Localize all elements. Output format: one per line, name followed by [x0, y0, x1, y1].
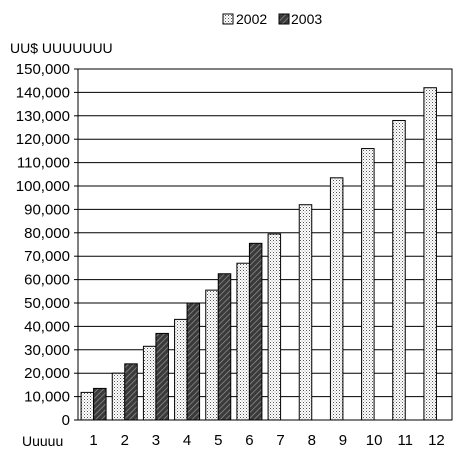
legend-swatch-2003: [278, 13, 290, 25]
x-tick-label: 4: [183, 432, 191, 449]
bar-2002-10: [361, 148, 375, 421]
y-tick-label: 90,000: [24, 201, 70, 218]
bar-2002-4: [174, 318, 188, 421]
bar-2002-6: [236, 262, 250, 421]
bar-2003-6: [248, 242, 263, 421]
bar-2002-8: [298, 204, 313, 421]
legend-label-2002: 2002: [236, 11, 267, 27]
x-tick-label: 2: [121, 432, 129, 449]
bar-2002-2: [111, 372, 126, 421]
y-tick-label: 40,000: [24, 318, 70, 335]
plot-area-frame: [77, 68, 453, 421]
bar-2003-2: [124, 363, 138, 421]
bar-2002-9: [329, 177, 344, 421]
bar-2002-7: [267, 233, 282, 421]
x-tick-label: 11: [397, 432, 413, 449]
y-tick-label: 120,000: [16, 131, 70, 148]
y-tick-label: 20,000: [24, 365, 70, 382]
y-tick-label: 150,000: [16, 61, 70, 78]
y-tick-labels: 0 10,000 20,000 30,000 40,000 50,000 60,000 70,…: [16, 61, 78, 429]
y-tick-label: 140,000: [16, 84, 70, 101]
x-tick-label: 9: [339, 432, 347, 449]
bar-2002-3: [142, 345, 157, 421]
x-tick-label: 3: [152, 432, 160, 449]
y-tick-label: 80,000: [24, 225, 70, 242]
legend-label-2003: 2003: [291, 11, 322, 27]
y-tick-label: 10,000: [24, 389, 70, 406]
x-tick-label: 6: [245, 432, 253, 449]
y-tick-label: 70,000: [24, 248, 70, 265]
y-tick-label: 130,000: [16, 108, 70, 125]
x-tick-label: 10: [366, 432, 383, 449]
bar-2003-1: [93, 387, 107, 421]
bar-2002-11: [392, 119, 406, 421]
x-tick-label: 7: [276, 432, 284, 449]
y-tick-label: 60,000: [24, 272, 70, 289]
x-tick-labels: 1 2 3 4 5 6 7 8 9 10 11 12: [89, 432, 444, 449]
gridlines: [78, 68, 452, 421]
x-axis-label: Uuuuu: [22, 433, 63, 449]
y-tick-label: 100,000: [16, 178, 70, 195]
bar-2003-3: [155, 332, 169, 421]
bar-2002-1: [80, 391, 95, 421]
y-tick-label: 50,000: [24, 295, 70, 312]
y-tick-label: 30,000: [24, 342, 70, 359]
bar-2002-5: [205, 289, 219, 421]
x-tick-label: 5: [214, 432, 222, 449]
bars-group: [80, 87, 437, 421]
x-tick-label: 1: [89, 432, 97, 449]
y-tick-label: 0: [62, 412, 70, 429]
bar-2003-5: [217, 273, 232, 421]
chart-legend: 2002 2003: [222, 11, 322, 27]
y-axis-label: UU$ UUUUUUU: [10, 40, 113, 56]
x-tick-label: 12: [428, 432, 445, 449]
bar-2002-12: [423, 87, 437, 421]
x-tick-label: 8: [308, 432, 316, 449]
legend-swatch-2002: [222, 13, 234, 25]
y-tick-label: 110,000: [17, 155, 70, 172]
bar-2003-4: [186, 302, 201, 421]
